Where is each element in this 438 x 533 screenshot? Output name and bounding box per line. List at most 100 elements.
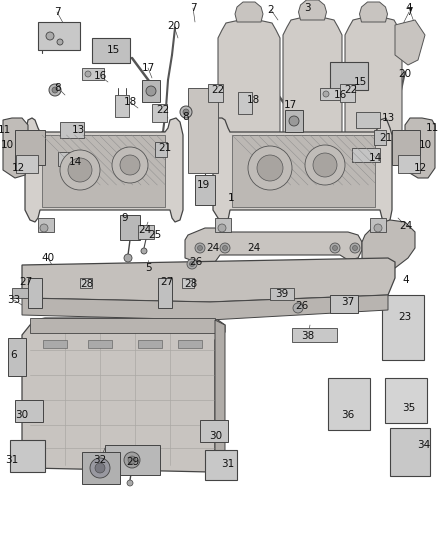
Text: 22: 22: [212, 85, 225, 95]
Bar: [320, 88, 340, 100]
Polygon shape: [22, 295, 388, 320]
Text: 19: 19: [196, 180, 210, 190]
Bar: [200, 420, 228, 442]
Circle shape: [220, 243, 230, 253]
Text: 12: 12: [11, 163, 25, 173]
Text: 14: 14: [368, 153, 381, 163]
Bar: [38, 22, 80, 50]
Bar: [92, 38, 130, 63]
Bar: [356, 112, 380, 128]
Text: 5: 5: [145, 263, 151, 273]
Polygon shape: [3, 118, 28, 178]
Circle shape: [120, 155, 140, 175]
Bar: [370, 218, 386, 232]
Text: 24: 24: [138, 225, 152, 235]
Text: 38: 38: [301, 331, 314, 341]
Text: 35: 35: [403, 403, 416, 413]
Text: 15: 15: [353, 77, 367, 87]
Text: 39: 39: [276, 289, 289, 299]
Bar: [215, 218, 231, 232]
Bar: [158, 278, 172, 308]
Polygon shape: [299, 0, 326, 20]
Text: 36: 36: [341, 410, 355, 420]
Circle shape: [124, 254, 132, 262]
Text: 40: 40: [42, 253, 55, 263]
Text: 20: 20: [167, 21, 180, 31]
Text: 24: 24: [247, 243, 261, 253]
Bar: [80, 278, 92, 288]
Text: 30: 30: [209, 431, 223, 441]
Text: 14: 14: [68, 157, 81, 167]
Polygon shape: [42, 135, 165, 207]
Text: 33: 33: [7, 295, 21, 305]
Polygon shape: [232, 135, 375, 207]
Circle shape: [293, 303, 303, 313]
Text: 30: 30: [15, 410, 28, 420]
Bar: [188, 88, 218, 173]
Circle shape: [57, 39, 63, 45]
Text: 18: 18: [124, 97, 137, 107]
Bar: [195, 175, 215, 205]
Text: 1: 1: [228, 193, 234, 203]
Circle shape: [313, 153, 337, 177]
Circle shape: [52, 87, 58, 93]
Bar: [10, 440, 45, 472]
Text: 22: 22: [156, 105, 170, 115]
Bar: [270, 288, 294, 300]
Text: 28: 28: [81, 279, 94, 289]
Polygon shape: [22, 318, 225, 472]
Bar: [340, 84, 355, 102]
Text: 13: 13: [71, 125, 85, 135]
Circle shape: [248, 146, 292, 190]
Text: 20: 20: [399, 69, 412, 79]
Text: 2: 2: [268, 5, 274, 15]
Bar: [16, 155, 38, 173]
Text: 22: 22: [344, 85, 357, 95]
Bar: [105, 445, 160, 475]
Text: 34: 34: [417, 440, 431, 450]
Circle shape: [374, 224, 382, 232]
Text: 21: 21: [159, 143, 172, 153]
Text: 17: 17: [141, 63, 155, 73]
Bar: [385, 378, 427, 423]
Text: 11: 11: [0, 125, 11, 135]
Bar: [330, 295, 358, 313]
Circle shape: [353, 246, 357, 251]
Circle shape: [289, 116, 299, 126]
Text: 11: 11: [425, 123, 438, 133]
Bar: [352, 148, 380, 162]
Circle shape: [127, 480, 133, 486]
Circle shape: [332, 246, 338, 251]
Text: 29: 29: [127, 457, 140, 467]
Circle shape: [330, 243, 340, 253]
Text: 13: 13: [381, 113, 395, 123]
Text: 16: 16: [93, 71, 106, 81]
Text: 26: 26: [189, 257, 203, 267]
Polygon shape: [22, 258, 395, 302]
Bar: [328, 378, 370, 430]
Polygon shape: [213, 118, 392, 222]
Circle shape: [141, 248, 147, 254]
Polygon shape: [25, 118, 183, 222]
Bar: [142, 80, 160, 102]
Circle shape: [183, 109, 189, 115]
Text: 23: 23: [399, 312, 412, 322]
Bar: [82, 68, 104, 80]
Bar: [374, 130, 386, 145]
Text: 25: 25: [148, 230, 162, 240]
Bar: [382, 295, 424, 360]
Text: 6: 6: [11, 350, 18, 360]
Circle shape: [218, 224, 226, 232]
Circle shape: [195, 243, 205, 253]
Text: 17: 17: [283, 100, 297, 110]
Bar: [15, 130, 45, 165]
Circle shape: [68, 158, 92, 182]
Text: 15: 15: [106, 45, 120, 55]
Circle shape: [128, 456, 136, 464]
Polygon shape: [235, 2, 263, 22]
Polygon shape: [395, 20, 425, 65]
Bar: [208, 84, 223, 102]
Text: 32: 32: [93, 455, 106, 465]
Polygon shape: [360, 2, 388, 22]
Text: 27: 27: [160, 277, 173, 287]
